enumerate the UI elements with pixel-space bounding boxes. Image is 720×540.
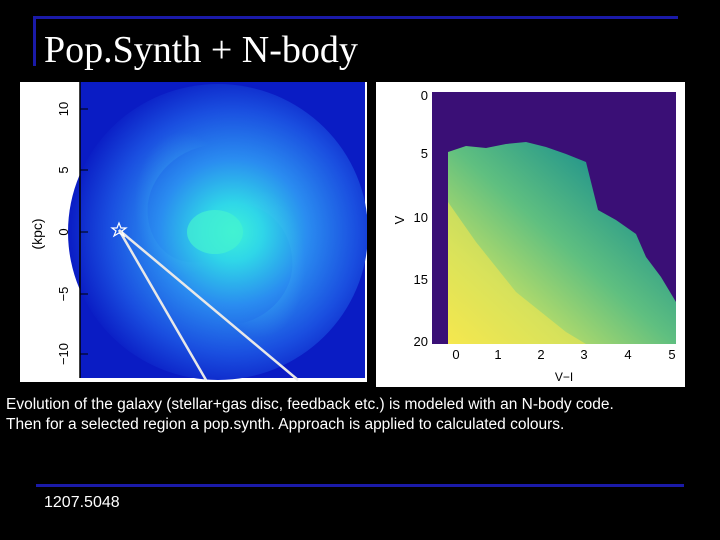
- y-tick-label: −5: [56, 287, 71, 302]
- heatmap-peak: [448, 202, 586, 344]
- heatmap-panel: 0 5 10 15 20 0 1 2 3 4 5 V−I V: [376, 82, 685, 387]
- galaxy-core: [187, 210, 243, 254]
- x-tick-label: 5: [668, 347, 675, 362]
- y-axis-label: V: [392, 215, 407, 224]
- y-tick-label: 15: [414, 272, 428, 287]
- y-tick-label: 0: [421, 88, 428, 103]
- y-ticks: [80, 108, 88, 355]
- caption-line: Evolution of the galaxy (stellar+gas dis…: [6, 396, 614, 413]
- y-tick-label: 0: [56, 228, 71, 235]
- caption: Evolution of the galaxy (stellar+gas dis…: [6, 395, 718, 435]
- y-tick-label: 20: [414, 334, 428, 349]
- x-tick-label: 3: [580, 347, 587, 362]
- star-icon: [110, 221, 128, 238]
- caption-line: Then for a selected region a pop.synth. …: [6, 416, 565, 433]
- y-tick-label: −10: [56, 343, 71, 365]
- selection-ray: [117, 229, 208, 381]
- spiral-arm: [217, 177, 319, 351]
- x-tick-label: 0: [452, 347, 459, 362]
- spiral-arm: [121, 118, 232, 289]
- y-axis-label: (kpc): [29, 218, 45, 249]
- y-tick-label: 10: [414, 210, 428, 225]
- title-rule-left: [33, 16, 36, 66]
- bottom-rule: [36, 484, 684, 487]
- x-tick-label: 1: [494, 347, 501, 362]
- title-rule-top: [36, 16, 678, 19]
- selection-ray: [118, 229, 299, 381]
- x-tick-label: 4: [624, 347, 631, 362]
- reference-id: 1207.5048: [44, 494, 120, 511]
- y-tick-label: 5: [56, 166, 71, 173]
- x-axis-label: V−I: [555, 370, 573, 384]
- galaxy-plot: 10 5 0 −5 −10 (kpc): [29, 82, 368, 381]
- y-tick-label: 5: [421, 146, 428, 161]
- y-tick-label: 10: [56, 102, 71, 116]
- x-tick-label: 2: [537, 347, 544, 362]
- slide-title: Pop.Synth + N-body: [44, 29, 358, 71]
- heatmap-plot: 0 5 10 15 20 0 1 2 3 4 5 V−I V: [392, 88, 676, 384]
- galaxy-image-panel: 10 5 0 −5 −10 (kpc): [20, 82, 368, 382]
